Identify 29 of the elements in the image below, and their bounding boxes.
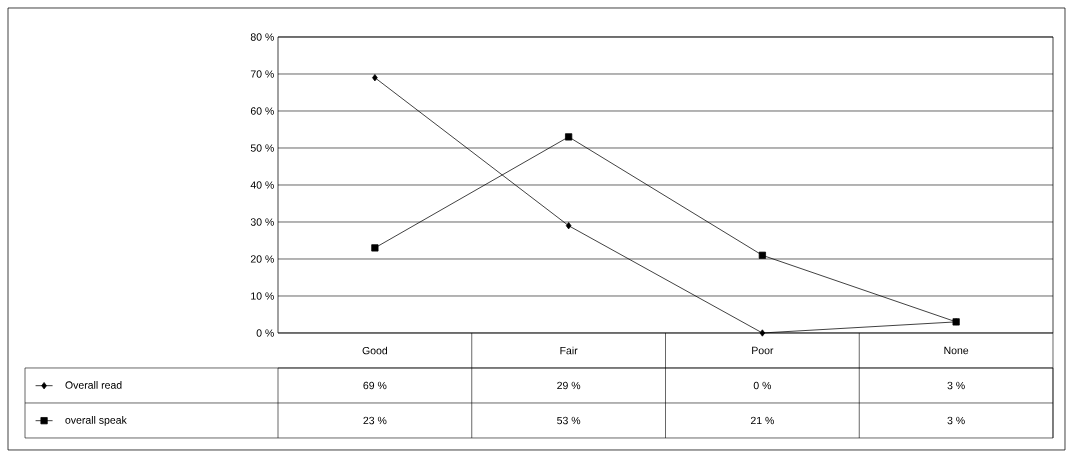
y-tick-label: 40 %	[250, 181, 274, 189]
data-label: 23 %	[363, 416, 387, 425]
x-tick-label: Fair	[560, 346, 578, 355]
data-label: 69 %	[363, 381, 387, 390]
x-tick-label: Poor	[752, 346, 774, 355]
x-tick-label: None	[944, 346, 969, 355]
point	[372, 74, 378, 82]
legend-label: Overall read	[65, 381, 122, 389]
y-tick-label: 70 %	[250, 70, 274, 78]
y-tick-label: 30 %	[250, 218, 274, 226]
x-tick-label: Good	[362, 346, 388, 355]
point	[565, 222, 572, 230]
y-tick-label: 50 %	[250, 144, 274, 152]
data-label: 3 %	[947, 381, 965, 390]
y-tick-label: 10 %	[251, 292, 274, 300]
data-label: 0 %	[753, 381, 772, 390]
y-tick-label: 0 %	[256, 329, 274, 337]
data-label: 3 %	[947, 416, 965, 425]
point	[759, 329, 766, 337]
data-label: 21 %	[750, 416, 774, 425]
data-label: 53 %	[557, 416, 581, 425]
point	[758, 251, 766, 259]
y-tick-label: 60 %	[250, 107, 274, 115]
point	[371, 244, 379, 252]
y-tick-label: 20 %	[250, 255, 274, 263]
y-tick-label: 80 %	[250, 33, 274, 41]
point	[565, 133, 573, 141]
legend-label: overall speak	[65, 416, 127, 426]
data-label: 29 %	[557, 381, 581, 390]
